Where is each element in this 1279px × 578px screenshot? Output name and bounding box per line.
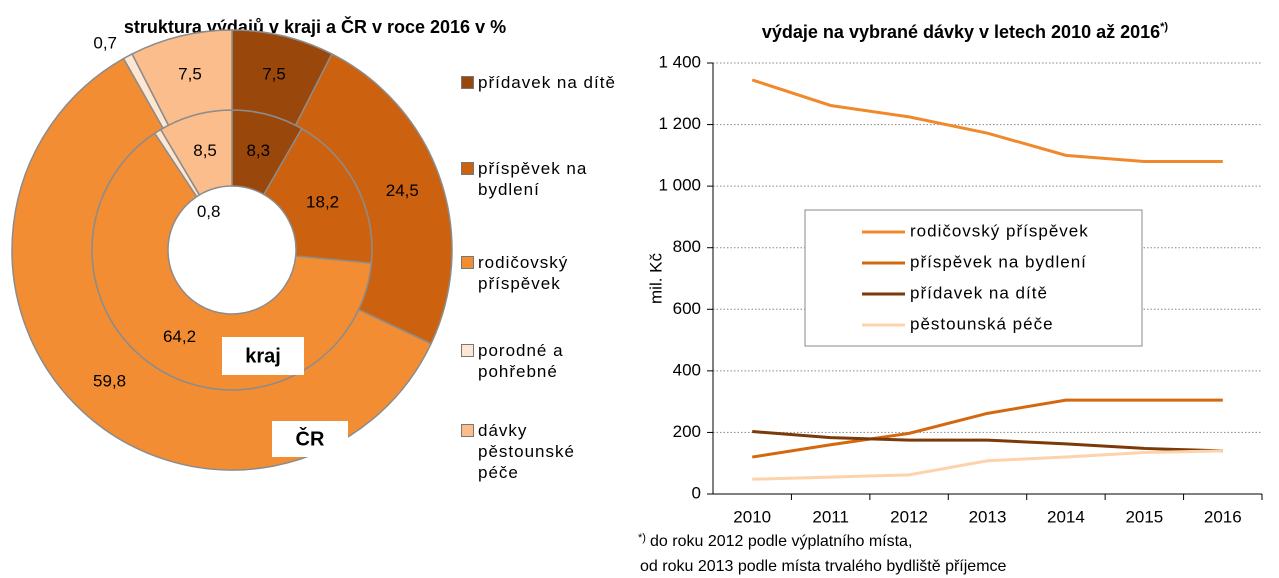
ring-label: ČR	[296, 426, 325, 450]
donut-segment	[11, 57, 433, 471]
x-tick-label: 2012	[890, 507, 928, 526]
donut-title: struktura výdajů v kraji a ČR v roce 201…	[124, 16, 506, 37]
data-label: 59,8	[93, 371, 126, 390]
note-line: do roku 2012 podle výplatního místa,	[650, 533, 912, 550]
legend-label: příspěvek na bydlení	[478, 159, 588, 199]
data-label: 8,5	[193, 141, 217, 160]
title-note-mark: *)	[1160, 21, 1168, 33]
legend-box	[804, 209, 1143, 347]
x-tick-label: 2014	[1047, 507, 1085, 526]
data-label: 7,5	[178, 64, 202, 83]
series-line	[751, 398, 1223, 459]
y-axis-label: mil. Kč	[646, 253, 665, 305]
x-tick-label: 2015	[1125, 507, 1163, 526]
line-title: výdaje na vybrané dávky v letech 2010 až…	[762, 21, 1169, 42]
legend-label: rodičovský příspěvek	[478, 253, 569, 293]
legend-item: dávky pěstounské péče	[461, 420, 618, 483]
data-label: 64,2	[163, 327, 196, 346]
series-line	[751, 78, 1223, 164]
legend-label: přídavek na dítě	[910, 283, 1048, 302]
data-label: 18,2	[306, 193, 339, 212]
donut-segment	[131, 29, 233, 127]
legend-label: pěstounská péče	[910, 314, 1054, 333]
data-label: 24,5	[386, 181, 419, 200]
legend-item: rodičovský příspěvek	[461, 252, 618, 294]
data-label: 0,8	[197, 202, 221, 221]
legend-item: porodné a pohřebné	[461, 340, 618, 382]
line-title-text: výdaje na vybrané dávky v letech 2010 až…	[762, 22, 1160, 42]
y-tick-label: 0	[692, 483, 701, 502]
ring-label-box	[222, 337, 304, 375]
y-tick-label: 600	[673, 299, 701, 318]
data-label: 7,5	[262, 64, 286, 83]
legend-swatch	[461, 76, 474, 89]
note-line: od roku 2013 podle místa trvalého bydliš…	[640, 558, 1007, 575]
y-tick-label: 1 000	[658, 176, 701, 195]
legend-swatch	[461, 256, 474, 269]
legend-item: příspěvek na bydlení	[461, 158, 618, 200]
y-tick-label: 1 200	[658, 114, 701, 133]
y-tick-label: 1 400	[658, 52, 701, 71]
legend-swatch	[461, 424, 474, 437]
y-tick-label: 800	[673, 237, 701, 256]
data-label: 0,7	[93, 33, 117, 52]
x-tick-label: 2010	[733, 507, 771, 526]
x-tick-label: 2011	[812, 507, 849, 526]
note-mark: *)	[638, 532, 646, 544]
series-line	[752, 449, 1223, 481]
donut-segment	[294, 52, 453, 345]
y-tick-label: 200	[673, 422, 701, 441]
legend-label: dávky pěstounské péče	[478, 421, 575, 482]
legend-label: příspěvek na bydlení	[910, 252, 1087, 271]
legend-label: rodičovský příspěvek	[910, 221, 1089, 240]
series-line	[752, 430, 1223, 453]
ring-label-box	[272, 421, 348, 457]
data-label: 8,3	[246, 141, 270, 160]
legend-item: přídavek na dítě	[461, 72, 618, 93]
ring-label: kraj	[245, 345, 281, 367]
x-tick-label: 2016	[1204, 507, 1242, 526]
legend-swatch	[461, 162, 474, 175]
x-tick-label: 2013	[969, 507, 1007, 526]
legend-label: porodné a pohřebné	[478, 341, 564, 381]
legend-swatch	[461, 344, 474, 357]
y-tick-label: 400	[673, 360, 701, 379]
legend-label: přídavek na dítě	[478, 73, 616, 92]
